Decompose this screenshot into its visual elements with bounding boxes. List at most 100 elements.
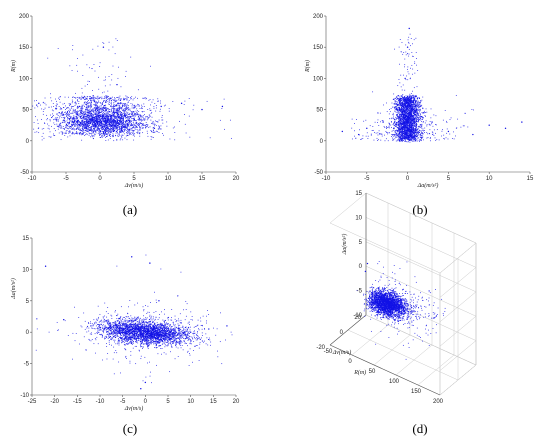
- data-point: [72, 121, 74, 123]
- z-tick-label: 10: [355, 215, 362, 221]
- data-point: [176, 334, 178, 337]
- data-point: [131, 256, 133, 258]
- data-point: [44, 265, 47, 267]
- data-point: [382, 316, 384, 319]
- y-tick-label: 200: [19, 14, 30, 20]
- y-tick-label: 100: [19, 76, 30, 82]
- y-tick-label: 50: [316, 108, 323, 114]
- data-point: [116, 83, 118, 86]
- data-point: [404, 77, 406, 80]
- data-point: [201, 108, 203, 111]
- data-point: [369, 290, 371, 292]
- data-point: [153, 127, 156, 130]
- y-axis-label: Δa(m/s²): [10, 278, 17, 300]
- y-tick-label: 0: [26, 330, 30, 336]
- data-point: [90, 325, 92, 327]
- data-point: [208, 328, 210, 330]
- grid-line: [365, 265, 477, 317]
- data-point: [153, 334, 156, 337]
- y-tick-label: -5: [24, 362, 30, 368]
- y-tick-label: 20: [354, 315, 361, 321]
- data-point: [398, 108, 401, 111]
- data-point: [58, 112, 60, 114]
- x-axis-label: Δv(m/s): [124, 182, 144, 189]
- data-point: [341, 130, 344, 133]
- data-point: [221, 105, 224, 108]
- data-point: [99, 133, 101, 136]
- x-tick-label: 200: [433, 399, 444, 405]
- x-tick-label: 0: [406, 176, 410, 182]
- data-point: [472, 133, 474, 136]
- z-tick-label: 0: [359, 264, 363, 270]
- data-point: [85, 127, 88, 130]
- x-tick-label: 0: [144, 399, 148, 405]
- data-point: [92, 95, 94, 97]
- panel-caption: (d): [412, 421, 427, 436]
- data-point: [423, 112, 425, 114]
- y-tick-label: -20: [316, 345, 325, 351]
- x-axis-label: Δv(m/s): [124, 405, 144, 412]
- y-tick-label: 15: [22, 236, 29, 242]
- grid-line: [329, 222, 441, 274]
- x-tick-label: -15: [73, 399, 82, 405]
- panel-caption: (a): [123, 202, 137, 217]
- data-point: [403, 306, 406, 308]
- x-axis-label: R(m): [353, 369, 366, 376]
- data-point: [406, 96, 409, 98]
- x-tick-label: -50: [324, 349, 333, 355]
- y-tick-label: -50: [20, 170, 29, 176]
- y-axis-label: R(m): [304, 60, 311, 73]
- chart-panel-b: -10 -5 0 5 10 15-50050100150200Δa(m/s²)R(m)(b…: [304, 14, 534, 217]
- grid-line: [347, 329, 459, 381]
- z-tick-label: 5: [359, 240, 363, 246]
- data-point: [112, 130, 115, 133]
- data-point: [160, 105, 162, 108]
- grid-line: [329, 192, 367, 224]
- z-tick-label: 15: [355, 191, 362, 197]
- chart-panel-a: -10 -5 0 5 10 15 20-50050100150200Δv(m/s)R(m)(…: [10, 14, 240, 217]
- y-axis-label: Δv(m/s): [332, 349, 352, 356]
- y-tick-label: 0: [26, 139, 30, 145]
- x-tick-label: 15: [527, 176, 534, 182]
- data-point: [504, 127, 507, 130]
- panel-caption: (b): [412, 202, 427, 217]
- x-tick-label: -5: [63, 176, 69, 182]
- data-point: [180, 102, 183, 105]
- data-point: [410, 115, 413, 117]
- data-point: [126, 124, 128, 126]
- data-point: [149, 262, 151, 264]
- data-point: [397, 301, 399, 303]
- data-point: [119, 99, 122, 101]
- x-tick-label: 10: [486, 176, 493, 182]
- data-point: [144, 331, 147, 333]
- x-tick-label: -10: [96, 399, 105, 405]
- data-point: [102, 46, 105, 48]
- x-tick-label: 0: [348, 359, 352, 365]
- y-tick-label: 100: [313, 76, 324, 82]
- data-point: [158, 300, 160, 302]
- data-point: [415, 127, 417, 130]
- data-point: [38, 102, 40, 105]
- x-tick-label: -10: [28, 176, 37, 182]
- data-point: [189, 331, 192, 333]
- data-point: [366, 262, 369, 265]
- x-tick-label: 5: [132, 176, 136, 182]
- data-point: [388, 292, 390, 295]
- chart-panel-c: -25 -20 -15 -10 -5 0 5 10 15 20 -10 -5 0 5 10 15 Δv(m/s)…: [10, 236, 240, 436]
- grid-line: [365, 217, 477, 268]
- z-tick-label: -5: [357, 289, 363, 295]
- data-point: [63, 318, 65, 321]
- y-tick-label: 150: [19, 45, 30, 51]
- x-tick-label: -5: [364, 176, 370, 182]
- data-point: [366, 127, 368, 130]
- x-tick-label: -5: [120, 399, 126, 405]
- x-tick-label: 20: [233, 399, 240, 405]
- x-tick-label: 100: [389, 379, 400, 385]
- data-point: [108, 328, 110, 330]
- data-point: [391, 289, 393, 292]
- data-point: [433, 317, 435, 319]
- data-point: [413, 310, 415, 312]
- data-point: [133, 118, 135, 120]
- grid-line: [365, 192, 477, 244]
